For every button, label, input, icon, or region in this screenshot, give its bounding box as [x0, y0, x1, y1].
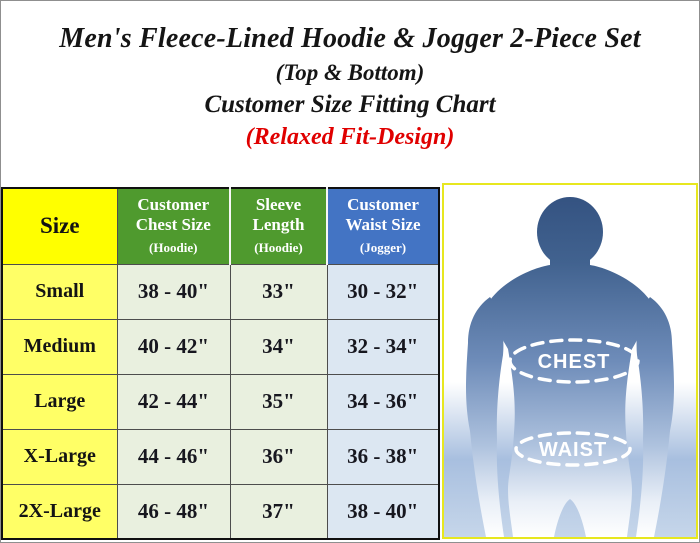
sleeve-cell: 33": [229, 263, 328, 320]
waist-label: WAIST: [539, 439, 607, 461]
chest-cell: 38 - 40": [116, 263, 231, 320]
table-row-xlarge: X-Large 44 - 46" 36" 36 - 38": [1, 428, 440, 485]
waist-header-line2: Waist Size: [345, 214, 421, 234]
sleeve-cell: 35": [229, 373, 328, 430]
table-row-medium: Medium 40 - 42" 34" 32 - 34": [1, 318, 440, 375]
chest-label: CHEST: [538, 351, 611, 373]
sleeve-cell: 36": [229, 428, 328, 485]
waist-cell: 32 - 34": [326, 318, 440, 375]
waist-cell: 38 - 40": [326, 483, 440, 540]
waist-measure-ellipse: [514, 431, 632, 467]
chest-cell: 44 - 46": [116, 428, 231, 485]
table-row-small: Small 38 - 40" 33" 30 - 32": [1, 263, 440, 320]
table-row-2xlarge: 2X-Large 46 - 48" 37" 38 - 40": [1, 483, 440, 540]
sleeve-cell: 34": [229, 318, 328, 375]
size-cell: Medium: [1, 318, 118, 375]
waist-header-line1: Customer: [347, 194, 419, 214]
column-header-chest: Customer Chest Size (Hoodie): [116, 187, 231, 265]
page-title: Men's Fleece-Lined Hoodie & Jogger 2-Pie…: [59, 23, 641, 54]
sleeve-header-line2: Length: [252, 214, 305, 234]
size-chart-table: Size Customer Chest Size (Hoodie) Sleeve…: [1, 187, 440, 540]
subtitle-fitting-chart: Customer Size Fitting Chart: [204, 91, 496, 118]
size-cell: Small: [1, 263, 118, 320]
waist-header-sub: (Jogger): [359, 239, 407, 255]
sleeve-cell: 37": [229, 483, 328, 540]
body-torso: [488, 265, 652, 537]
column-header-waist: Customer Waist Size (Jogger): [326, 187, 440, 265]
chest-measure-ellipse: [508, 338, 640, 384]
chest-header-line2: Chest Size: [135, 214, 211, 234]
body-diagram-panel: CHEST WAIST: [442, 183, 698, 539]
title-block: Men's Fleece-Lined Hoodie & Jogger 2-Pie…: [1, 20, 699, 153]
body-left-arm: [466, 297, 504, 537]
sleeve-header-line1: Sleeve: [255, 194, 302, 214]
chest-cell: 40 - 42": [116, 318, 231, 375]
chest-header-line1: Customer: [137, 194, 210, 214]
sleeve-header-sub: (Hoodie): [254, 239, 303, 255]
subtitle-top-bottom: (Top & Bottom): [275, 60, 425, 85]
size-cell: 2X-Large: [1, 483, 118, 540]
subtitle-relaxed-fit: (Relaxed Fit-Design): [245, 124, 455, 150]
body-silhouette-figure: CHEST WAIST: [466, 197, 674, 537]
chest-cell: 46 - 48": [116, 483, 231, 540]
waist-cell: 36 - 38": [326, 428, 440, 485]
table-header-row: Size Customer Chest Size (Hoodie) Sleeve…: [1, 187, 440, 265]
column-header-sleeve: Sleeve Length (Hoodie): [229, 187, 328, 265]
waist-cell: 30 - 32": [326, 263, 440, 320]
column-header-size: Size: [1, 187, 118, 265]
body-right-arm: [636, 297, 674, 537]
size-cell: X-Large: [1, 428, 118, 485]
waist-cell: 34 - 36": [326, 373, 440, 430]
chest-cell: 42 - 44": [116, 373, 231, 430]
table-row-large: Large 42 - 44" 35" 34 - 36": [1, 373, 440, 430]
chest-header-sub: (Hoodie): [149, 239, 198, 255]
size-cell: Large: [1, 373, 118, 430]
